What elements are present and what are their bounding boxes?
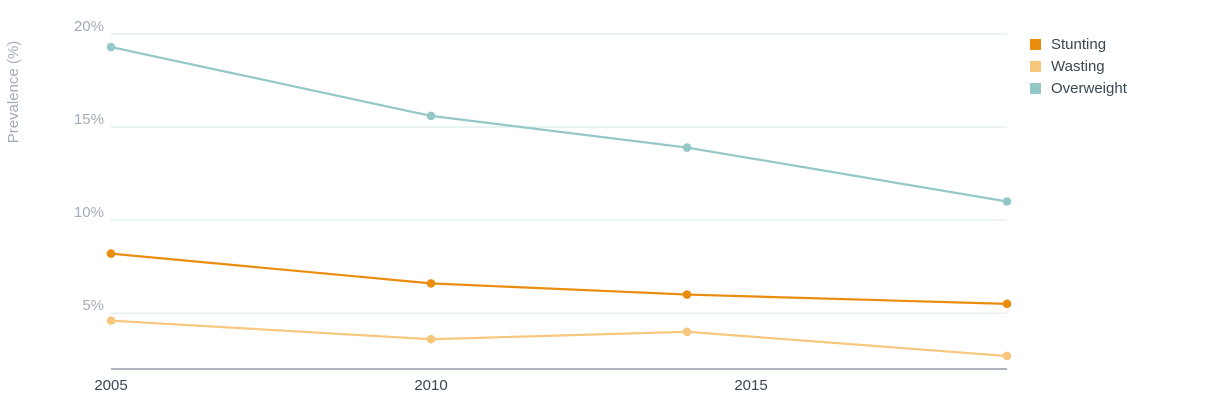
legend-swatch-wasting bbox=[1030, 60, 1041, 72]
data-point-wasting[interactable] bbox=[682, 327, 692, 337]
legend-label-wasting: Wasting bbox=[1051, 57, 1105, 75]
series-line-wasting bbox=[110, 319, 1008, 358]
legend: Stunting Wasting Overweight bbox=[1030, 33, 1127, 99]
gridlines bbox=[111, 33, 1007, 314]
data-point-stunting[interactable] bbox=[682, 290, 692, 299]
data-point-wasting[interactable] bbox=[106, 316, 116, 325]
legend-item-overweight[interactable]: Overweight bbox=[1030, 77, 1127, 99]
legend-swatch-stunting bbox=[1030, 38, 1041, 50]
data-point-stunting[interactable] bbox=[1002, 299, 1012, 309]
y-tick-label: 5% bbox=[82, 297, 104, 314]
data-point-overweight[interactable] bbox=[426, 111, 436, 121]
data-point-wasting[interactable] bbox=[426, 334, 436, 344]
y-tick-label: 20% bbox=[74, 18, 104, 35]
y-tick-labels: 5% 10% 15% 20% bbox=[74, 18, 104, 314]
y-tick-label: 10% bbox=[74, 204, 104, 221]
data-point-stunting[interactable] bbox=[426, 279, 436, 288]
legend-item-wasting[interactable]: Wasting bbox=[1030, 55, 1127, 77]
x-tick-label: 2010 bbox=[414, 377, 447, 394]
x-tick-label: 2005 bbox=[94, 377, 127, 394]
data-point-stunting[interactable] bbox=[106, 249, 116, 258]
data-point-overweight[interactable] bbox=[682, 143, 692, 152]
legend-swatch-overweight bbox=[1030, 82, 1041, 94]
data-point-overweight[interactable] bbox=[106, 42, 116, 52]
legend-label-overweight: Overweight bbox=[1051, 79, 1127, 97]
data-point-wasting[interactable] bbox=[1002, 351, 1012, 361]
x-tick-label: 2015 bbox=[734, 377, 767, 394]
x-tick-labels: 2005 2010 2015 bbox=[94, 377, 767, 394]
series-line-overweight bbox=[110, 45, 1008, 203]
legend-label-stunting: Stunting bbox=[1051, 35, 1107, 53]
y-axis-label: Prevalence (%) bbox=[5, 41, 22, 144]
y-tick-label: 15% bbox=[74, 111, 104, 128]
series-group bbox=[106, 42, 1012, 361]
legend-item-stunting[interactable]: Stunting bbox=[1030, 33, 1127, 55]
data-point-overweight[interactable] bbox=[1002, 197, 1012, 206]
series-line-stunting bbox=[110, 252, 1008, 305]
